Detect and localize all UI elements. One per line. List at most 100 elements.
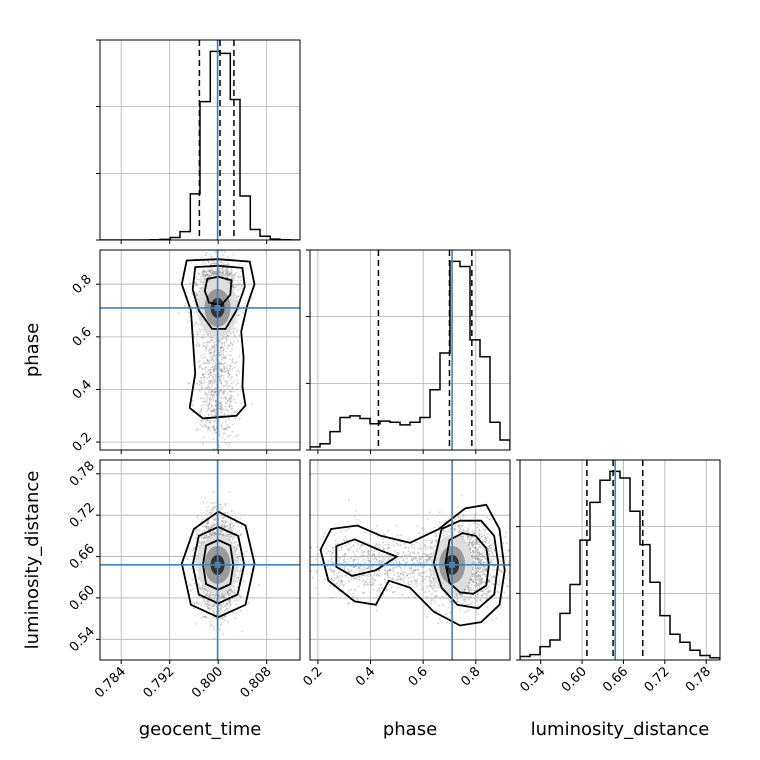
sample-point: [223, 596, 226, 598]
sample-point: [208, 274, 211, 277]
sample-point: [194, 282, 197, 285]
sample-point: [207, 380, 210, 383]
sample-point: [195, 339, 198, 341]
sample-point: [212, 271, 214, 273]
sample-point: [215, 598, 218, 600]
sample-point: [224, 380, 227, 383]
sample-point: [192, 547, 195, 550]
sample-point: [213, 343, 216, 346]
sample-point: [206, 358, 209, 361]
sample-point: [211, 597, 213, 599]
sample-point: [212, 506, 215, 509]
sample-point: [203, 269, 206, 272]
sample-point: [229, 592, 231, 595]
sample-point: [213, 501, 216, 504]
sample-point: [234, 580, 237, 583]
sample-point: [202, 373, 205, 376]
sample-point: [231, 388, 234, 390]
sample-point: [213, 407, 216, 410]
sample-point: [224, 357, 227, 360]
sample-point: [219, 272, 222, 275]
sample-point: [230, 405, 233, 408]
sample-point: [213, 368, 216, 371]
sample-point: [230, 390, 233, 392]
sample-point: [213, 604, 216, 607]
sample-point: [219, 387, 222, 389]
sample-point: [221, 268, 224, 270]
sample-point: [222, 354, 225, 356]
sample-point: [202, 443, 204, 445]
sample-point: [210, 509, 213, 511]
sample-point: [215, 358, 217, 361]
sample-point: [218, 610, 221, 613]
sample-point: [212, 368, 215, 371]
sample-point: [225, 607, 228, 610]
sample-point: [220, 375, 223, 377]
sample-point: [209, 353, 211, 355]
sample-point: [229, 405, 232, 408]
sample-point: [210, 269, 212, 272]
sample-point: [202, 517, 205, 520]
sample-point: [203, 375, 205, 378]
sample-point: [213, 370, 216, 372]
sample-point: [218, 396, 221, 399]
sample-point: [228, 533, 230, 536]
sample-point: [211, 354, 214, 357]
sample-point: [234, 590, 236, 592]
sample-point: [223, 428, 226, 430]
sample-point: [210, 359, 212, 362]
sample-point: [231, 275, 234, 277]
sample-point: [214, 431, 216, 434]
sample-point: [189, 583, 191, 586]
sample-point: [219, 379, 221, 382]
sample-point: [219, 533, 222, 536]
sample-point: [200, 419, 203, 422]
sample-point: [230, 396, 232, 399]
sample-point: [203, 278, 206, 281]
sample-point: [177, 312, 180, 315]
sample-point: [220, 608, 223, 610]
sample-point: [227, 591, 230, 593]
sample-point: [195, 322, 198, 324]
sample-point: [224, 396, 227, 399]
sample-point: [210, 597, 213, 599]
sample-point: [209, 348, 212, 351]
sample-point: [221, 396, 223, 399]
sample-point: [211, 404, 214, 407]
sample-point: [230, 408, 233, 410]
sample-point: [240, 270, 243, 273]
sample-point: [222, 363, 225, 366]
sample-point: [190, 589, 192, 591]
sample-point: [210, 527, 212, 530]
sample-point: [209, 368, 212, 371]
sample-point: [205, 401, 208, 404]
sample-point: [207, 606, 210, 609]
sample-point: [228, 491, 231, 493]
sample-point: [205, 616, 208, 618]
sample-point: [188, 382, 191, 385]
sample-point: [234, 541, 237, 543]
sample-point: [219, 529, 222, 531]
sample-point: [238, 371, 241, 373]
sample-point: [206, 270, 208, 273]
sample-point: [212, 393, 215, 396]
sample-point: [213, 506, 216, 508]
sample-point: [192, 554, 194, 557]
sample-point: [209, 380, 212, 382]
sample-point: [221, 272, 224, 275]
sample-point: [204, 366, 207, 369]
sample-point: [214, 400, 217, 403]
sample-point: [224, 426, 227, 429]
sample-point: [202, 374, 205, 376]
sample-point: [220, 342, 223, 344]
sample-point: [220, 617, 223, 619]
sample-point: [211, 604, 214, 607]
sample-point: [210, 371, 212, 374]
sample-point: [211, 362, 214, 365]
sample-point: [209, 382, 212, 384]
sample-point: [214, 404, 217, 407]
sample-point: [207, 391, 210, 394]
sample-point: [214, 338, 217, 340]
sample-point: [209, 388, 212, 391]
sample-point: [213, 414, 216, 417]
